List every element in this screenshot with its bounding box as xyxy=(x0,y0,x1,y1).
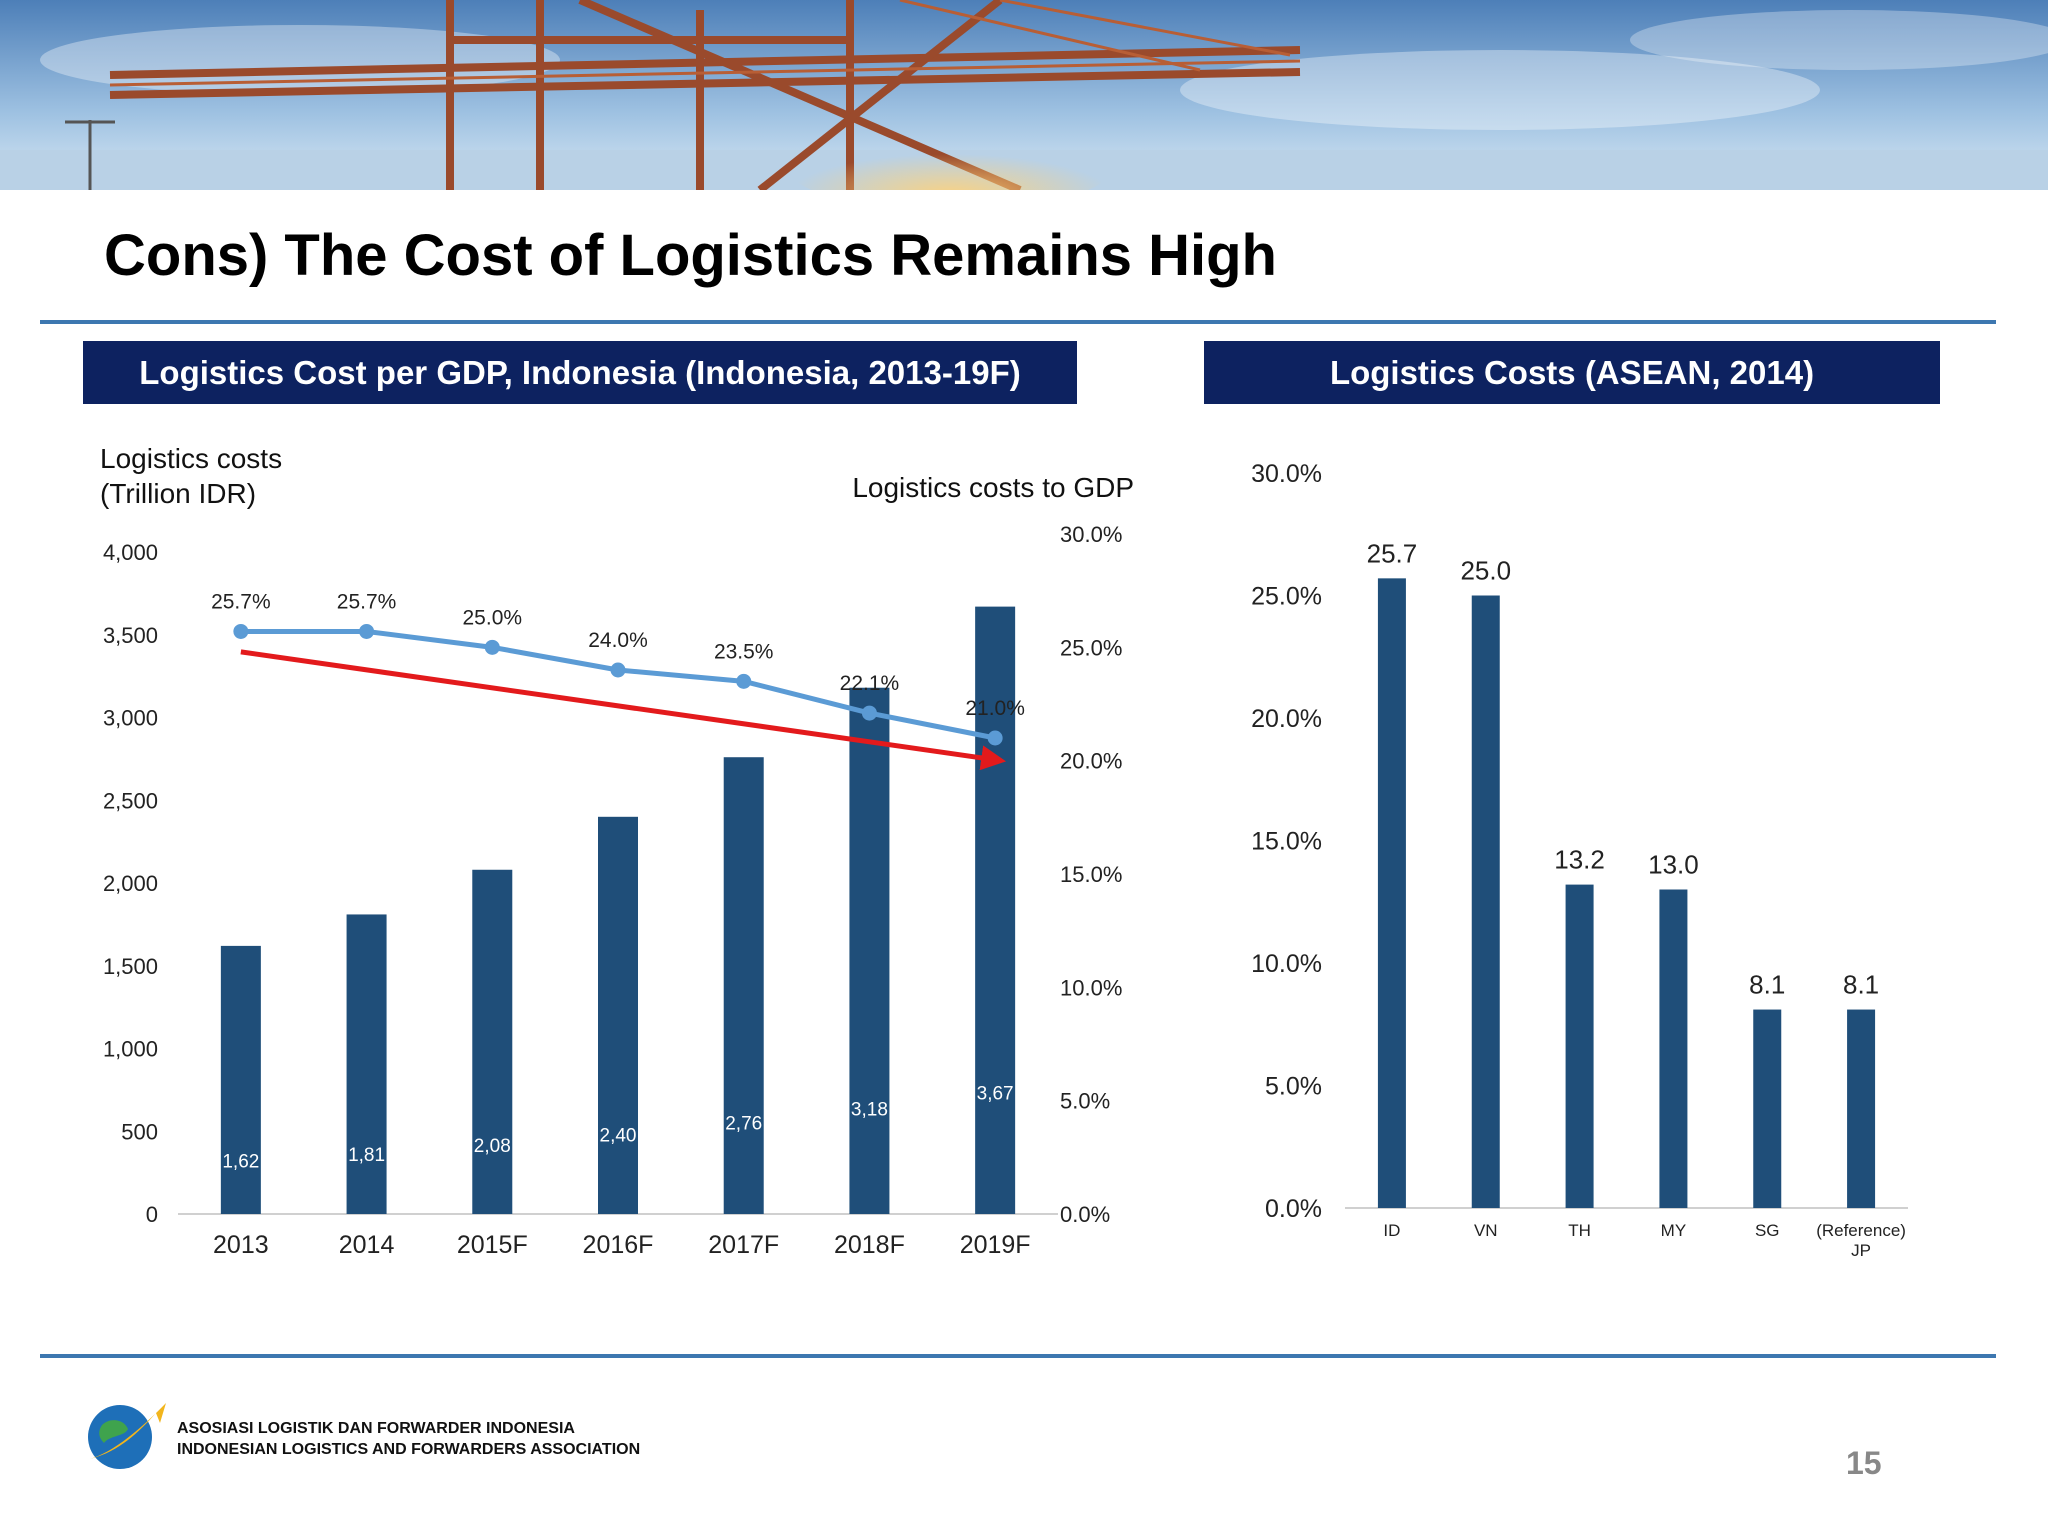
bar xyxy=(1847,1009,1876,1208)
right-chart-header: Logistics Costs (ASEAN, 2014) xyxy=(1204,341,1940,404)
gdp-ratio-point xyxy=(359,623,375,639)
bar-value-label: 3,18 xyxy=(851,1100,888,1121)
y-tick-label: 20.0% xyxy=(1251,705,1322,733)
footer-organization: ASOSIASI LOGISTIK DAN FORWARDER INDONESI… xyxy=(177,1418,640,1460)
gdp-ratio-label: 24.0% xyxy=(588,629,648,652)
y-tick-label: 3,000 xyxy=(103,706,158,731)
y-tick-label: 30.0% xyxy=(1251,460,1322,488)
bar-value-label: 3,67 xyxy=(977,1084,1014,1105)
bar xyxy=(346,914,387,1214)
y2-axis-title: Logistics costs to GDP xyxy=(852,472,1134,503)
gdp-ratio-point xyxy=(736,673,752,689)
x-tick-label: 2018F xyxy=(834,1231,905,1259)
gdp-ratio-label: 21.0% xyxy=(965,697,1025,720)
gdp-ratio-point xyxy=(861,705,877,721)
bar xyxy=(1565,884,1594,1208)
gdp-ratio-point xyxy=(987,730,1003,746)
y2-tick-label: 20.0% xyxy=(1060,749,1122,774)
bar-value-label: 2,40 xyxy=(600,1126,637,1147)
gdp-ratio-label: 22.1% xyxy=(840,672,900,695)
port-crane-banner-image xyxy=(0,0,2048,190)
x-tick-label: 2013 xyxy=(213,1231,269,1259)
y2-tick-label: 30.0% xyxy=(1060,522,1122,547)
y-tick-label: 1,000 xyxy=(103,1037,158,1062)
x-tick-label: TH xyxy=(1568,1221,1591,1240)
footer-org-english: INDONESIAN LOGISTICS AND FORWARDERS ASSO… xyxy=(177,1441,641,1458)
y-tick-label: 0.0% xyxy=(1265,1195,1322,1223)
y-axis-title-line1: Logistics costs xyxy=(100,443,282,474)
trend-arrow xyxy=(240,649,1007,771)
bar-value-label: 25.0 xyxy=(1460,556,1511,586)
top-divider xyxy=(40,320,1996,324)
bar xyxy=(220,945,261,1214)
gdp-ratio-point xyxy=(233,623,249,639)
x-tick-label: MY xyxy=(1661,1221,1687,1240)
y-tick-label: 2,500 xyxy=(103,788,158,813)
x-tick-label: 2016F xyxy=(583,1231,654,1259)
x-tick-label: SG xyxy=(1755,1221,1780,1240)
y-tick-label: 4,000 xyxy=(103,540,158,565)
y2-tick-label: 15.0% xyxy=(1060,862,1122,887)
bar xyxy=(975,606,1016,1214)
bar xyxy=(1659,889,1688,1208)
gdp-ratio-point xyxy=(484,639,500,655)
y-axis-title-line2: (Trillion IDR) xyxy=(100,478,256,509)
left-chart-header: Logistics Cost per GDP, Indonesia (Indon… xyxy=(83,341,1077,404)
y-tick-label: 0 xyxy=(146,1202,158,1227)
y-tick-label: 1,500 xyxy=(103,954,158,979)
gdp-ratio-point xyxy=(610,662,626,678)
y-tick-label: 5.0% xyxy=(1265,1073,1322,1101)
bar-value-label: 13.2 xyxy=(1554,845,1605,875)
y-tick-label: 500 xyxy=(121,1119,158,1144)
bottom-divider xyxy=(40,1354,1996,1358)
bar xyxy=(849,687,890,1214)
bar-value-label: 1,81 xyxy=(348,1145,385,1166)
bar-value-label: 13.0 xyxy=(1648,850,1699,880)
y2-tick-label: 25.0% xyxy=(1060,635,1122,660)
x-tick-label: VN xyxy=(1474,1221,1498,1240)
bar-value-label: 1,62 xyxy=(222,1151,259,1172)
x-tick-label: 2019F xyxy=(960,1231,1031,1259)
bar-value-label: 25.7 xyxy=(1367,538,1418,568)
gdp-ratio-label: 23.5% xyxy=(714,640,774,663)
y2-tick-label: 10.0% xyxy=(1060,975,1122,1000)
page-number: 15 xyxy=(1846,1445,1882,1481)
bar xyxy=(1753,1009,1782,1208)
y2-tick-label: 0.0% xyxy=(1060,1202,1110,1227)
y2-tick-label: 5.0% xyxy=(1060,1089,1110,1114)
footer-org-indonesian: ASOSIASI LOGISTIK DAN FORWARDER INDONESI… xyxy=(177,1420,575,1437)
x-tick-label: (Reference) JP xyxy=(1816,1221,1906,1260)
bar xyxy=(1471,595,1500,1208)
alfi-logo-icon xyxy=(88,1403,166,1469)
bar xyxy=(1377,578,1406,1208)
y-tick-label: 3,500 xyxy=(103,623,158,648)
x-tick-label: 2014 xyxy=(339,1231,395,1259)
y-tick-label: 25.0% xyxy=(1251,583,1322,611)
slide-title: Cons) The Cost of Logistics Remains High xyxy=(104,223,1277,288)
bar-value-label: 8.1 xyxy=(1749,970,1785,1000)
x-tick-label: ID xyxy=(1383,1221,1400,1240)
bar-value-label: 8.1 xyxy=(1843,970,1879,1000)
gdp-ratio-label: 25.7% xyxy=(337,590,397,613)
bar xyxy=(598,816,638,1214)
x-tick-label: 2017F xyxy=(708,1231,779,1259)
bar-value-label: 2,08 xyxy=(474,1136,511,1157)
x-tick-label: 2015F xyxy=(457,1231,528,1259)
bar xyxy=(472,869,513,1214)
y-tick-label: 2,000 xyxy=(103,871,158,896)
bar-value-label: 2,76 xyxy=(725,1114,762,1135)
y-tick-label: 15.0% xyxy=(1251,828,1322,856)
gdp-ratio-label: 25.0% xyxy=(463,606,523,629)
gdp-ratio-label: 25.7% xyxy=(211,590,271,613)
y-tick-label: 10.0% xyxy=(1251,950,1322,978)
bar xyxy=(723,757,764,1214)
